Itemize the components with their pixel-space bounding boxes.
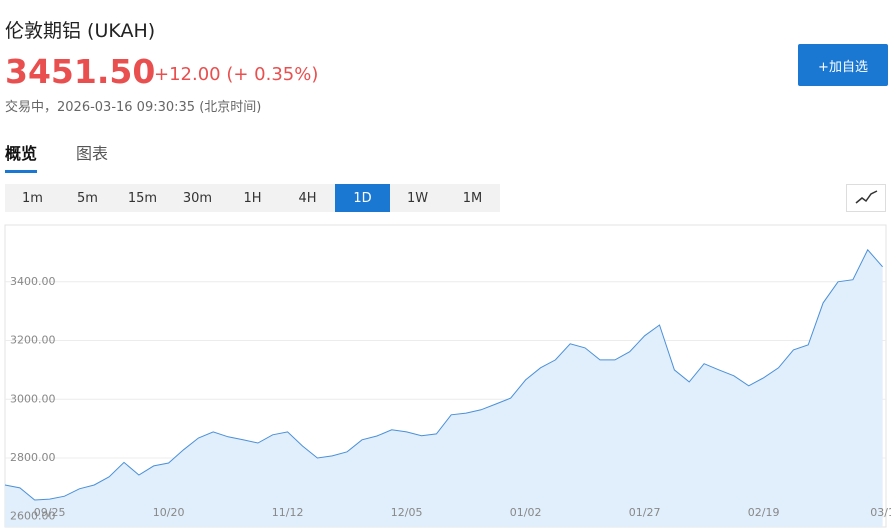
- x-tick-label: 01/27: [629, 506, 661, 519]
- area: [5, 249, 883, 528]
- y-tick-label: 2800.00: [10, 451, 56, 464]
- interval-button[interactable]: 1M: [462, 190, 483, 206]
- interval-button[interactable]: 4H: [298, 190, 317, 206]
- interval-bar: 1m 5m 15m 30m 1H 4H 1D 1W 1M: [5, 184, 500, 212]
- interval-button[interactable]: 1H: [243, 190, 262, 206]
- tab[interactable]: 图表: [76, 144, 109, 163]
- interval-button[interactable]: 15m: [127, 190, 158, 206]
- price-change: +12.00 (+ 0.35%): [154, 64, 319, 85]
- y-tick-label: 3200.00: [10, 334, 56, 347]
- line: [4, 248, 883, 501]
- x-tick-label: 11/12: [272, 506, 304, 519]
- x-tick-label: 01/02: [510, 506, 542, 519]
- watch-button[interactable]: +加自选: [798, 44, 888, 86]
- trade-status: 交易中，2026-03-16 09:30:35 (北京时间): [5, 100, 262, 115]
- x-tick-label: 02/19: [748, 506, 780, 519]
- x-tick-label: 10/20: [153, 506, 185, 519]
- x-tick-label: 12/05: [391, 506, 423, 519]
- tab[interactable]: 概览: [5, 140, 38, 173]
- y-tick-label: 3000.00: [10, 392, 56, 405]
- interval-button[interactable]: 1m: [22, 190, 43, 206]
- chart-type-button[interactable]: [846, 184, 886, 212]
- chart-type-icon: [855, 190, 878, 204]
- interval-button[interactable]: 30m: [182, 190, 213, 206]
- interval-button[interactable]: 1D: [335, 184, 390, 212]
- x-tick-label: 09/25: [34, 506, 66, 519]
- interval-button[interactable]: 5m: [77, 190, 98, 206]
- title: 伦敦期铝 (UKAH): [5, 20, 156, 42]
- y-tick-label: 3400.00: [10, 275, 56, 288]
- price: 3451.50: [5, 52, 156, 91]
- x-tick-label: 03/1: [870, 506, 891, 519]
- interval-button[interactable]: 1W: [406, 190, 429, 206]
- y-tick-label: 2600.00: [10, 510, 56, 523]
